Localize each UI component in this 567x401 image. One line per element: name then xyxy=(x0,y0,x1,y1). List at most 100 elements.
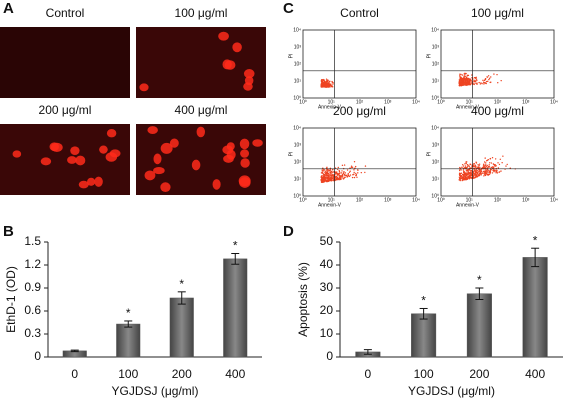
event-dot xyxy=(459,73,461,75)
flow-plot-label: 100 μg/ml xyxy=(471,6,524,20)
event-dot xyxy=(482,164,485,166)
event-dot xyxy=(321,172,323,174)
event-dot xyxy=(458,172,461,174)
flow-plot-label: 200 μg/ml xyxy=(333,104,386,118)
y-axis-label: EthD-1 (OD) xyxy=(4,266,18,333)
event-dot xyxy=(342,177,344,180)
event-dot xyxy=(325,78,328,80)
event-dot xyxy=(353,171,355,174)
x-tick-label: 400 xyxy=(525,367,545,381)
event-dot xyxy=(473,163,476,165)
event-dot xyxy=(477,166,479,169)
event-dot xyxy=(482,81,485,83)
event-dot xyxy=(321,81,324,84)
event-dot xyxy=(464,79,466,81)
event-dot xyxy=(325,170,327,173)
micrograph-label: 400 μg/ml xyxy=(175,103,228,117)
cell xyxy=(224,60,236,70)
event-dot xyxy=(330,86,332,88)
error-bar xyxy=(124,320,133,328)
event-dot xyxy=(330,84,332,86)
event-dot xyxy=(337,174,339,177)
cell xyxy=(139,83,149,92)
event-dot xyxy=(465,167,467,169)
event-dot xyxy=(464,165,467,167)
event-dot xyxy=(462,169,465,171)
event-dot xyxy=(458,177,461,180)
flow-tick-label: 10¹ xyxy=(328,197,336,203)
flow-tick-label: 10⁰ xyxy=(299,197,307,203)
event-dot xyxy=(500,170,502,172)
event-dot xyxy=(321,178,324,181)
event-dot xyxy=(460,169,462,171)
event-dot xyxy=(483,174,486,176)
flow-plot-frame xyxy=(440,29,555,99)
event-dot xyxy=(462,84,465,86)
event-dot xyxy=(488,164,490,166)
event-dot xyxy=(338,170,341,173)
event-dot xyxy=(498,163,501,166)
event-dot xyxy=(484,78,487,80)
event-dot xyxy=(475,174,477,177)
event-dot xyxy=(323,78,325,81)
event-dot xyxy=(464,163,466,165)
y-tick-label: 20 xyxy=(320,303,334,317)
event-dot xyxy=(486,170,488,172)
event-dot xyxy=(342,172,345,175)
cell xyxy=(232,42,242,53)
event-dot xyxy=(460,77,462,79)
flow-tick-label: 10³ xyxy=(294,44,302,50)
y-tick-label: 0.9 xyxy=(24,280,41,294)
event-dot xyxy=(469,163,471,165)
event-dot xyxy=(495,172,497,174)
x-tick-label: 200 xyxy=(172,367,192,381)
event-dot xyxy=(462,174,465,176)
flow-tick-label: 10⁰ xyxy=(437,99,445,105)
event-dot xyxy=(355,172,357,175)
x-tick-label: 100 xyxy=(414,367,434,381)
cell xyxy=(243,68,255,79)
flow-tick-label: 10⁰ xyxy=(431,95,439,101)
flow-x-label: Annexin-V xyxy=(318,202,342,208)
event-dot xyxy=(323,175,326,178)
event-dot xyxy=(327,177,329,180)
event-dot xyxy=(478,172,481,174)
cell xyxy=(218,31,229,41)
event-dot xyxy=(466,77,468,79)
flow-tick-label: 10³ xyxy=(522,197,530,203)
event-dot xyxy=(324,85,326,87)
significance-mark: * xyxy=(233,239,238,253)
flow-tick-label: 10³ xyxy=(432,142,440,148)
event-dot xyxy=(488,173,491,175)
x-tick-label: 200 xyxy=(469,367,489,381)
event-dot xyxy=(341,164,344,167)
cell xyxy=(40,157,52,166)
event-dot xyxy=(480,169,482,171)
cell xyxy=(153,167,165,175)
event-dot xyxy=(337,166,339,169)
flow-tick-label: 10³ xyxy=(432,44,440,50)
event-dot xyxy=(327,179,330,181)
cell xyxy=(212,179,221,190)
event-dot xyxy=(473,82,475,84)
bar xyxy=(169,297,194,358)
x-tick-label: 400 xyxy=(225,367,245,381)
event-dot xyxy=(484,174,487,177)
event-dot xyxy=(327,180,329,183)
bar xyxy=(466,293,492,358)
cell xyxy=(243,82,253,91)
flow-tick-label: 10² xyxy=(356,99,364,105)
event-dot xyxy=(492,169,494,172)
event-dot xyxy=(458,169,461,172)
event-dot xyxy=(462,176,464,178)
event-dot xyxy=(463,167,466,169)
flow-tick-label: 10¹ xyxy=(328,99,336,105)
event-dot xyxy=(471,74,473,76)
bar xyxy=(411,313,437,358)
event-dot xyxy=(494,169,496,171)
event-dot xyxy=(488,78,490,81)
event-dot xyxy=(464,73,466,75)
event-dot xyxy=(470,80,472,82)
event-dot xyxy=(493,163,495,166)
